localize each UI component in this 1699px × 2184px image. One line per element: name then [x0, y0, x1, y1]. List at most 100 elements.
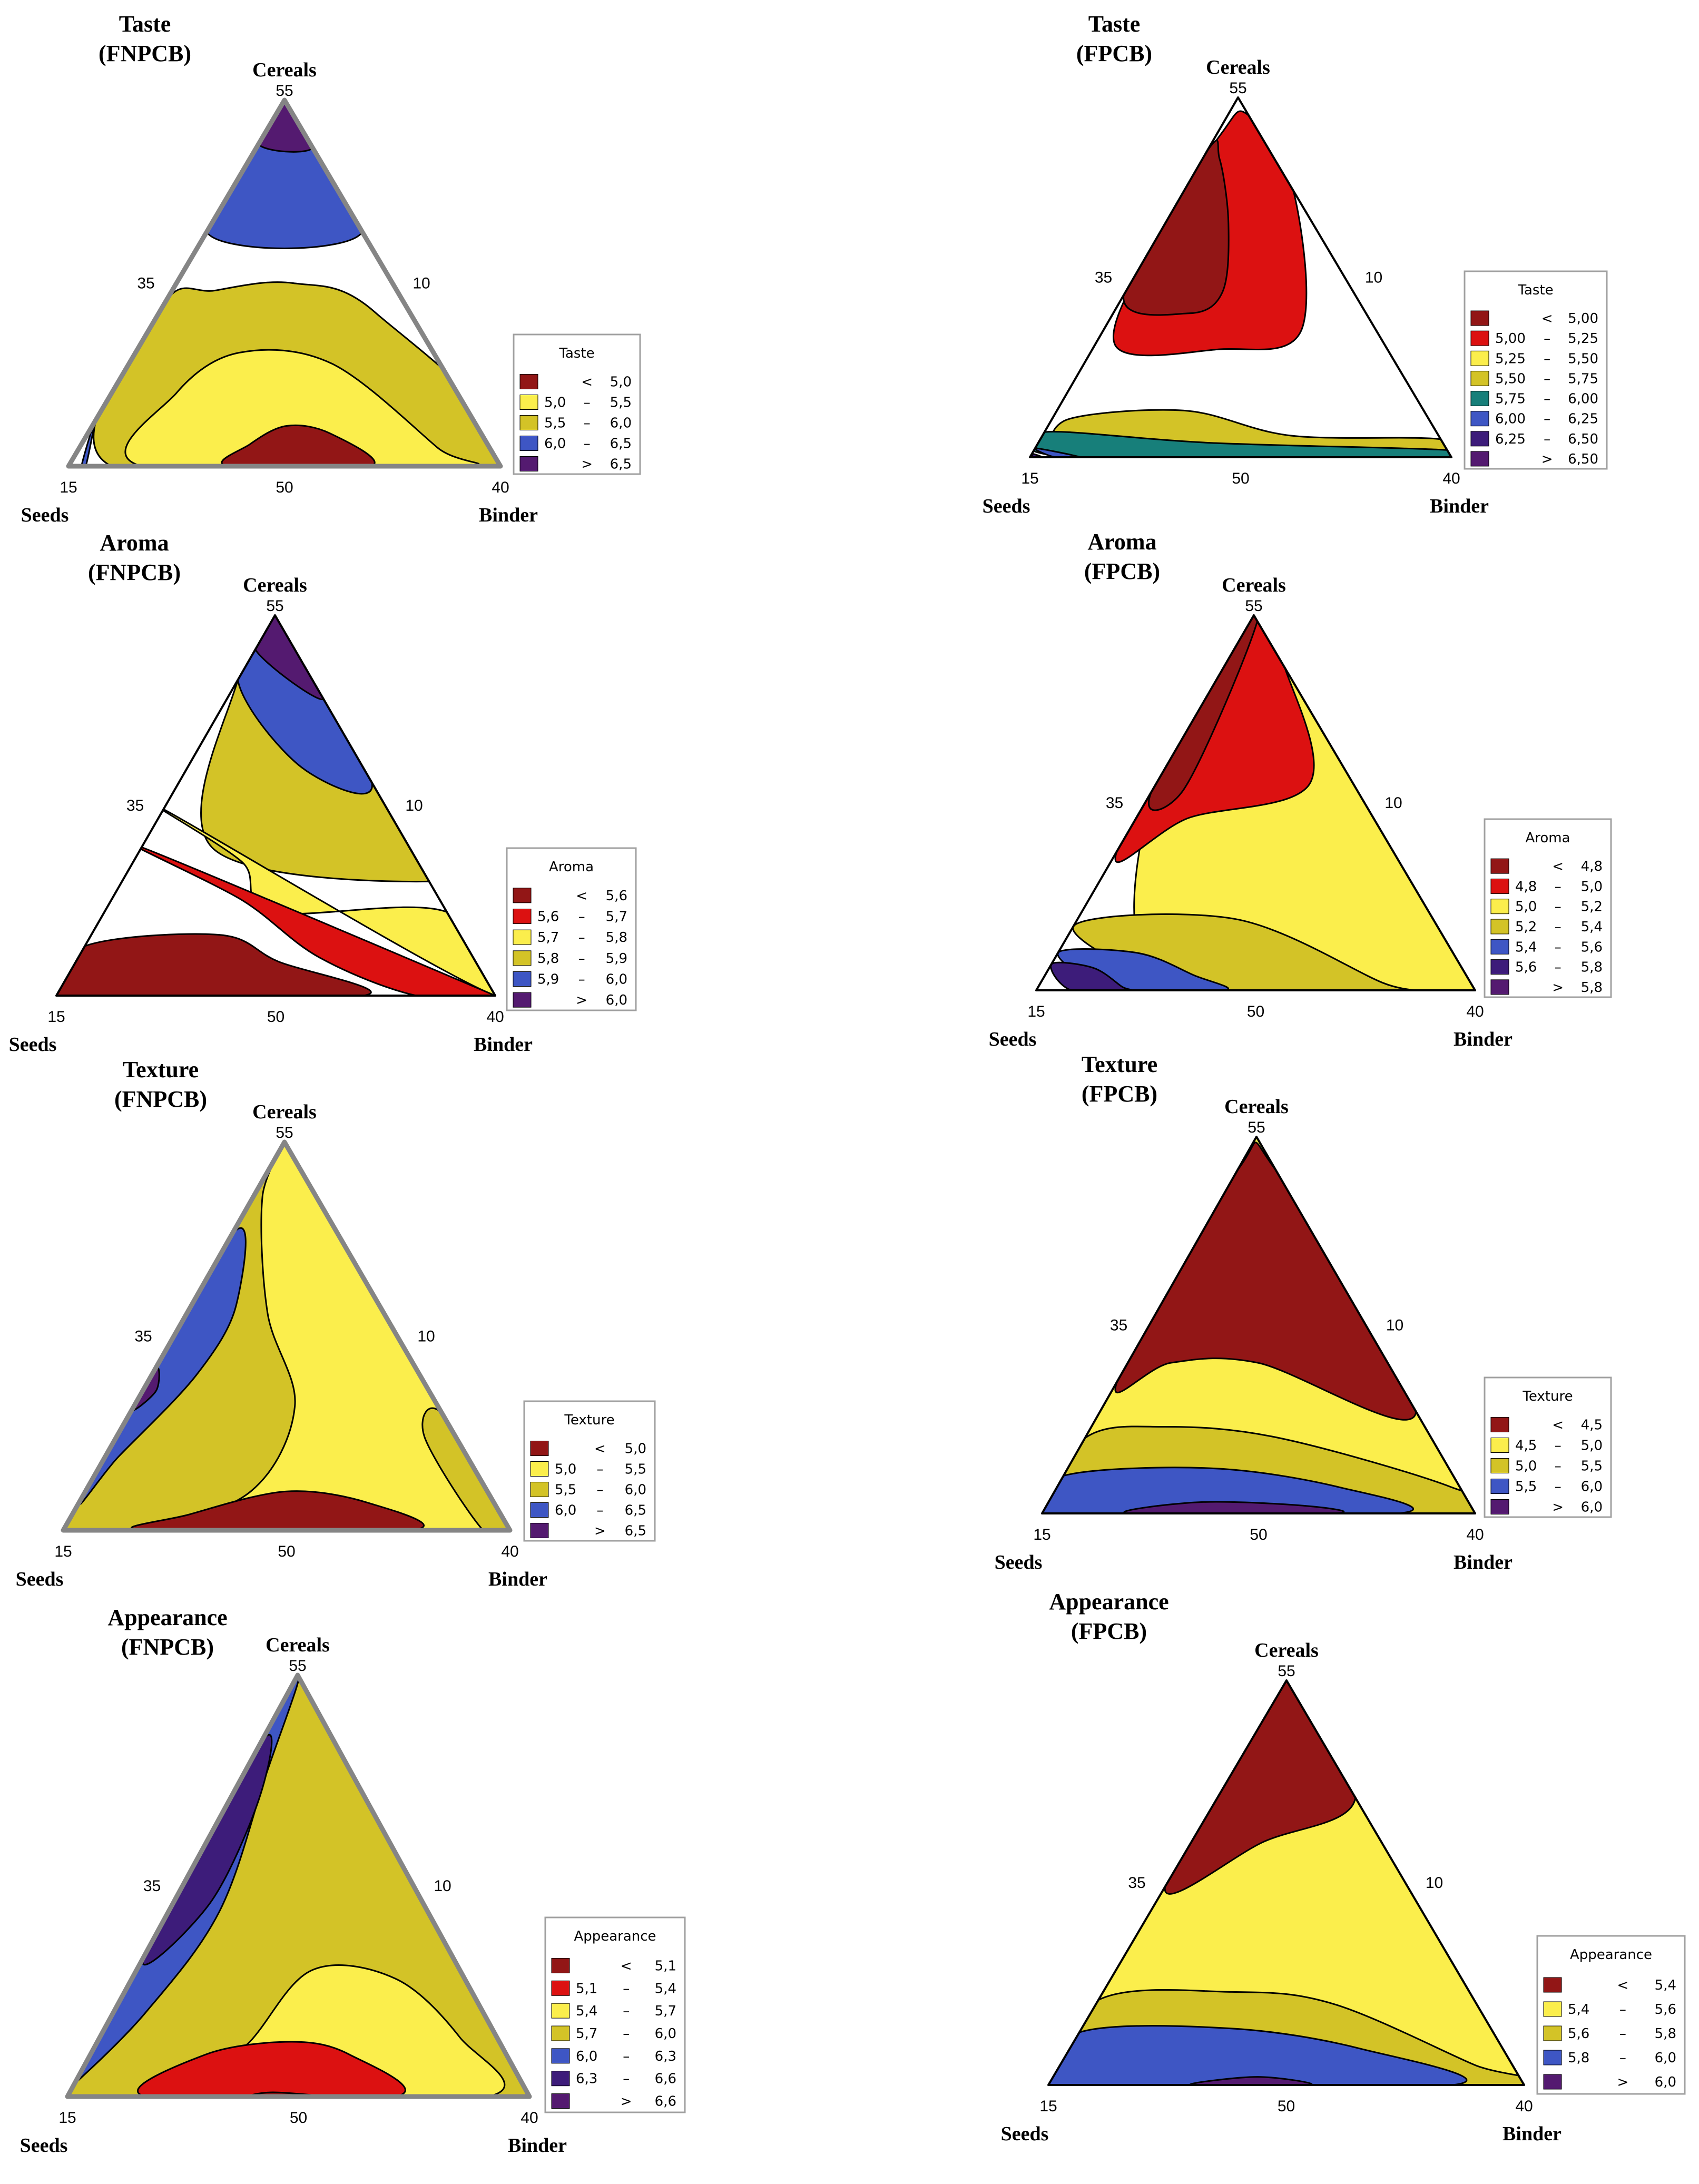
axis-label-cereals: Cereals	[1224, 1096, 1289, 1118]
axis-label-cereals: Cereals	[252, 1101, 317, 1123]
tick-label-bottom-right: 40	[501, 1543, 518, 1560]
legend-title: Aroma	[1525, 830, 1570, 846]
legend-low-value: 5,1	[576, 1981, 597, 1996]
legend-low-value: 6,3	[576, 2071, 597, 2087]
tick-label-right-side: 10	[405, 797, 423, 814]
legend-operator: –	[1555, 919, 1561, 935]
legend-low-value: 5,0	[555, 1462, 576, 1478]
tick-label-top: 55	[266, 597, 283, 615]
legend-item: 5,4 – 5,7	[551, 2003, 676, 2019]
legend-swatch	[551, 2071, 570, 2087]
legend-operator: <	[1552, 1418, 1564, 1433]
tick-label-top: 55	[289, 1657, 306, 1675]
contour-blue-region-5	[1034, 447, 1082, 457]
legend: Texture< 5,05,0–5,55,5–6,06,0–6,5> 6,5	[523, 1400, 656, 1542]
legend-item: 5,0 – 5,2	[1490, 899, 1603, 915]
tick-label-bottom-right: 40	[492, 479, 509, 496]
legend-low-value: 5,0	[1515, 1459, 1537, 1474]
chart-subtitle: (FNPCB)	[99, 41, 191, 66]
legend-swatch	[1543, 1977, 1562, 1993]
legend-swatch	[513, 992, 532, 1008]
tick-label-bottom-right: 40	[1466, 1526, 1484, 1543]
legend-item: 6,0 – 6,5	[530, 1502, 646, 1519]
legend-high-value: 5,8	[1581, 980, 1603, 996]
ternary-panel-1: Taste (FNPCB) Cereals Seeds Binder 55 35 10 15 50…	[21, 11, 641, 526]
legend-low-value: 5,0	[544, 395, 566, 411]
legend-operator: –	[1619, 2050, 1626, 2066]
legend-operator: <	[1541, 311, 1553, 327]
legend-operator: >	[576, 992, 587, 1008]
axis-label-binder: Binder	[479, 504, 538, 526]
ternary-panel-4: Aroma (FPCB) Cereals Seeds Binder 55 35 10 15 50 4…	[989, 529, 1612, 1050]
legend-item: 5,7 – 6,0	[551, 2025, 676, 2042]
legend-item: 5,6 – 5,8	[1490, 959, 1603, 976]
legend-high-value: 6,0	[1581, 1500, 1603, 1516]
triangle-border	[1035, 614, 1476, 991]
legend-operator: >	[621, 2094, 632, 2110]
tick-label-left-side: 35	[134, 1328, 152, 1345]
tick-label-left-side: 35	[1110, 1317, 1127, 1334]
legend-high-value: 6,0	[625, 1482, 646, 1498]
legend-high-value: 5,9	[606, 951, 627, 967]
legend-item: 6,0 – 6,5	[519, 436, 632, 452]
chart-title: Texture	[1082, 1051, 1157, 1077]
legend-high-value: 6,0	[1581, 1479, 1603, 1495]
tick-label-bottom-right: 40	[486, 1008, 504, 1026]
legend-swatch	[1490, 1499, 1509, 1514]
legend-operator: –	[578, 909, 585, 925]
legend: Appearance< 5,15,1–5,45,4–5,75,7–6,06,0–6…	[544, 1916, 686, 2113]
legend-high-value: 6,0	[606, 992, 627, 1008]
legend-item: 5,5 – 6,0	[530, 1482, 646, 1498]
legend-item: 6,00 – 6,25	[1470, 411, 1598, 427]
tick-label-left-side: 35	[137, 275, 154, 292]
contour-purple-region-2	[257, 100, 314, 153]
legend-low-value: 5,5	[1515, 1479, 1537, 1495]
legend-high-value: 6,5	[625, 1523, 646, 1539]
legend: Aroma< 4,84,8–5,05,0–5,25,2–5,45,4–5,65,6…	[1484, 818, 1612, 998]
triangle-border	[1029, 96, 1452, 458]
tick-label-top: 55	[1229, 80, 1246, 97]
legend-item: <4,5	[1490, 1417, 1603, 1433]
legend-operator: <	[1617, 1978, 1629, 1993]
legend-high-value: 5,0	[1581, 1438, 1603, 1454]
legend-operator: >	[1552, 980, 1564, 996]
legend-operator: –	[1555, 960, 1561, 976]
legend-swatch	[530, 1502, 549, 1518]
contour-dark-red-region-5	[221, 424, 376, 466]
tick-label-bottom-mid: 50	[1232, 470, 1249, 487]
legend-operator: –	[1555, 939, 1561, 955]
legend-high-value: 5,0	[1581, 879, 1603, 894]
contour-dark-red-region-5	[131, 1490, 425, 1530]
legend-low-value: 5,8	[537, 951, 559, 967]
contour-regions	[1030, 110, 1451, 457]
legend-swatch	[530, 1461, 549, 1477]
contour-dark-red-region-6	[56, 933, 372, 996]
axis-label-seeds: Seeds	[989, 1028, 1037, 1050]
triangle-border	[61, 1139, 513, 1533]
legend-low-value: 6,0	[544, 436, 566, 452]
contour-regions	[1048, 1680, 1524, 2085]
legend-high-value: 6,00	[1568, 391, 1598, 407]
tick-label-left-side: 35	[126, 797, 144, 814]
tick-label-bottom-right: 40	[1515, 2098, 1533, 2115]
legend-high-value: 6,6	[655, 2071, 676, 2087]
legend-item: <5,1	[551, 1957, 676, 1974]
legend-operator: –	[1544, 371, 1550, 387]
tick-label-right-side: 10	[413, 275, 430, 292]
legend-low-value: 5,7	[576, 2026, 597, 2042]
legend-item: 5,5 – 6,0	[519, 415, 632, 431]
legend-item: 4,5 – 5,0	[1490, 1438, 1603, 1454]
legend-high-value: 6,50	[1568, 451, 1598, 467]
legend-swatch	[1543, 2050, 1562, 2065]
legend-operator: >	[1552, 1500, 1564, 1516]
chart-title: Aroma	[1087, 529, 1156, 555]
legend-high-value: 6,50	[1568, 431, 1598, 447]
legend-high-value: 6,0	[606, 972, 627, 988]
legend-swatch	[519, 374, 538, 389]
legend-item: <5,00	[1470, 310, 1598, 327]
legend-operator: –	[1555, 1459, 1561, 1474]
legend-operator: <	[594, 1441, 606, 1457]
legend-operator: –	[1544, 431, 1550, 447]
tick-label-right-side: 10	[1386, 1317, 1403, 1334]
legend-high-value: 5,4	[655, 1981, 676, 1996]
